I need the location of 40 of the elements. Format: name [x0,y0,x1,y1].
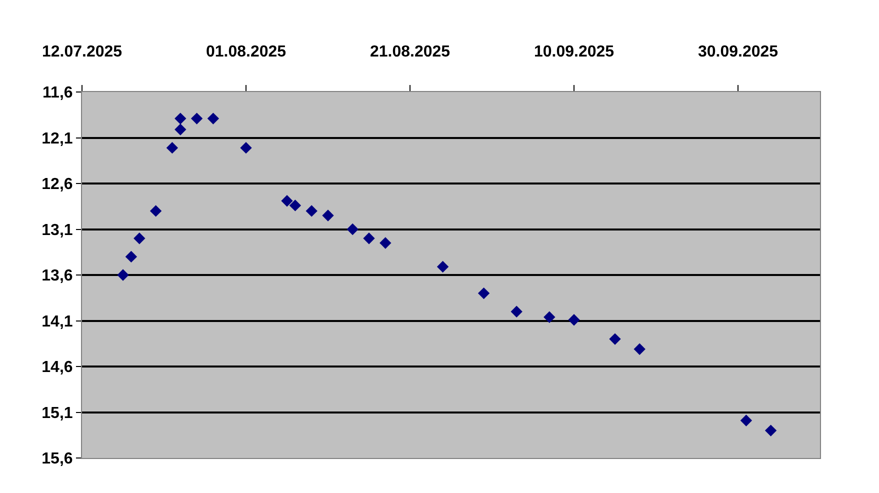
point [306,205,318,217]
point [322,210,334,222]
point [174,112,186,124]
y-tick-label: 15,6 [42,450,73,468]
point [544,311,556,323]
x-tick-label: 30.09.2025 [698,44,778,61]
point [510,306,522,318]
point [125,250,138,263]
point [478,287,490,300]
point [380,237,392,249]
x-tick-label: 12.07.2025 [42,44,122,61]
point [568,314,580,326]
point [436,260,449,273]
point [634,343,646,355]
point [190,112,203,124]
y-tick-label: 12,6 [42,176,73,194]
y-tick-label: 13,6 [42,268,73,285]
point [117,269,129,281]
y-tick-label: 14,1 [42,313,73,330]
point [764,424,777,436]
point [134,232,146,244]
point [240,142,252,154]
y-tick-label: 15,1 [42,404,73,422]
y-tick-label: 11,6 [42,84,73,102]
point [207,112,220,124]
y-tick-label: 14,6 [42,359,73,376]
point [363,232,375,244]
x-tick-label: 21.08.2025 [370,44,450,61]
point [281,195,293,207]
point [740,414,752,426]
x-tick-label: 10.09.2025 [534,44,614,61]
y-tick-label: 13,1 [42,222,73,239]
point [150,205,162,217]
point [609,333,621,345]
point [346,223,358,236]
point [174,124,186,136]
point [289,200,302,212]
point [166,142,178,154]
x-tick-label: 01.08.2025 [206,44,286,61]
y-tick-label: 12,1 [42,130,73,148]
